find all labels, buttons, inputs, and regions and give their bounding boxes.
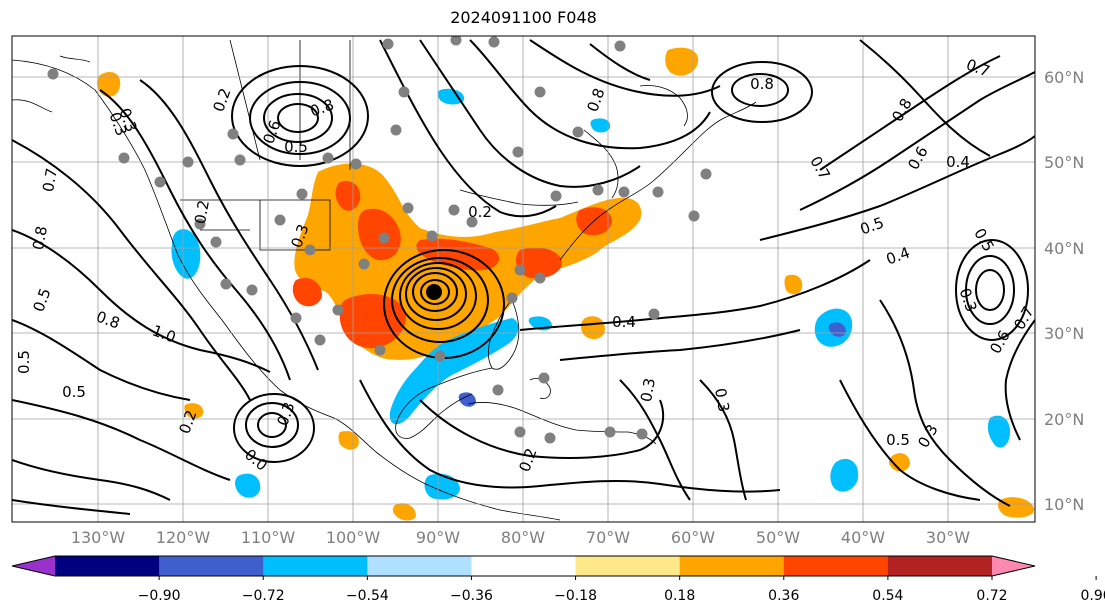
colorbar-segment (263, 556, 368, 576)
longitude-label: 80°W (500, 528, 546, 547)
gridlines (12, 36, 1035, 522)
map-title: 2024091100 F048 (450, 8, 597, 27)
colorbar-segment (679, 556, 785, 576)
contour-label: 0.3 (637, 377, 659, 404)
colorbar-tick-label: −0.72 (241, 588, 285, 604)
negative-anomaly-region (830, 458, 859, 492)
negative-anomaly-region (424, 473, 460, 500)
colorbar-tick-label: 0.90 (1080, 588, 1105, 604)
longitude-label: 130°W (70, 528, 126, 547)
longitude-label: 110°W (240, 528, 296, 547)
longitude-label: 60°W (670, 528, 716, 547)
contour-label: 0.4 (946, 153, 970, 171)
colorbar-tick-label: 0.72 (976, 588, 1008, 604)
contour-label: 0.8 (888, 95, 916, 125)
longitude-label: 100°W (325, 528, 381, 547)
contour-label: 0.7 (39, 167, 61, 194)
contour-label: 0.2 (191, 199, 213, 226)
colorbar-segment (159, 556, 264, 576)
colorbar (11, 555, 1097, 580)
longitude-label: 90°W (415, 528, 461, 547)
positive-anomaly-core (292, 277, 322, 307)
positive-anomaly-core (335, 180, 361, 211)
colorbar-tick-label: 0.54 (872, 588, 904, 604)
colorbar-segment (783, 556, 889, 576)
colorbar-outline (11, 555, 1036, 577)
contour-label: 0.8 (750, 75, 774, 93)
contour-label: 0.8 (29, 225, 51, 252)
contour-label: 0.5 (886, 431, 910, 449)
colorbar-tick-label: −0.18 (554, 588, 597, 604)
station-dots (47, 36, 712, 444)
longitude-label: 50°W (755, 528, 801, 547)
contour-label: 0.0 (241, 445, 271, 474)
positive-anomaly-patch (889, 453, 910, 472)
latitude-label: 40°N (1044, 239, 1085, 258)
contour-label: 0.5 (62, 383, 86, 401)
positive-anomaly-patch (998, 497, 1035, 518)
colorbar-tick-label: −0.54 (345, 588, 389, 604)
positive-anomaly-patch (338, 430, 359, 450)
positive-anomaly-core (358, 208, 401, 261)
colorbar-segment (471, 556, 577, 576)
negative-anomaly-region (235, 473, 261, 498)
contour-label: 0.5 (284, 138, 308, 156)
colorbar-tick-label: −0.90 (137, 588, 181, 604)
negative-anomaly-region (389, 318, 519, 425)
negative-anomaly-region (987, 415, 1010, 448)
latitude-label: 10°N (1044, 495, 1085, 514)
contour-lines (12, 39, 1035, 515)
positive-anomaly-core (515, 247, 562, 279)
colorbar-tick-label: −0.36 (449, 588, 493, 604)
latitude-label: 60°N (1044, 68, 1085, 87)
colorbar-segment (575, 556, 681, 576)
positive-anomaly-patch (392, 503, 416, 521)
colorbar-tick-label: 0.18 (664, 588, 696, 604)
longitude-label: 70°W (585, 528, 631, 547)
positive-anomaly-patch (97, 72, 121, 97)
positive-anomaly-patch (665, 47, 699, 76)
colorbar-segment (367, 556, 472, 576)
colorbar-segment (55, 556, 160, 576)
longitude-label: 40°W (840, 528, 886, 547)
contour-label: 0.3 (711, 387, 733, 414)
positive-anomaly-core (339, 294, 406, 349)
cyclone-center-marker (426, 284, 442, 300)
negative-anomaly-core (458, 392, 476, 407)
contour-label: 0.5 (970, 225, 998, 255)
contour-label: 0.4 (612, 313, 636, 331)
contour-label: 0.6 (986, 327, 1014, 357)
colorbar-tick-label: 0.36 (768, 588, 800, 604)
negative-anomaly-region (590, 118, 611, 133)
positive-anomaly-patch (581, 316, 605, 340)
contour-label: 0.7 (806, 153, 834, 183)
positive-anomaly-patch (184, 403, 204, 419)
contour-label: 0.2 (468, 203, 492, 221)
positive-anomaly-patch (784, 274, 803, 295)
longitude-label: 120°W (155, 528, 211, 547)
colorbar-extend-min (12, 556, 55, 576)
contour-label: 0.5 (15, 350, 33, 374)
latitude-label: 50°N (1044, 153, 1085, 172)
map-frame (11, 35, 1036, 523)
longitude-label: 30°W (925, 528, 971, 547)
colorbar-extend-max (992, 556, 1035, 576)
latitude-label: 20°N (1044, 410, 1085, 429)
negative-anomaly-region (437, 88, 465, 105)
latitude-label: 30°N (1044, 324, 1085, 343)
colorbar-segment (887, 556, 993, 576)
negative-anomaly-region (171, 229, 201, 279)
